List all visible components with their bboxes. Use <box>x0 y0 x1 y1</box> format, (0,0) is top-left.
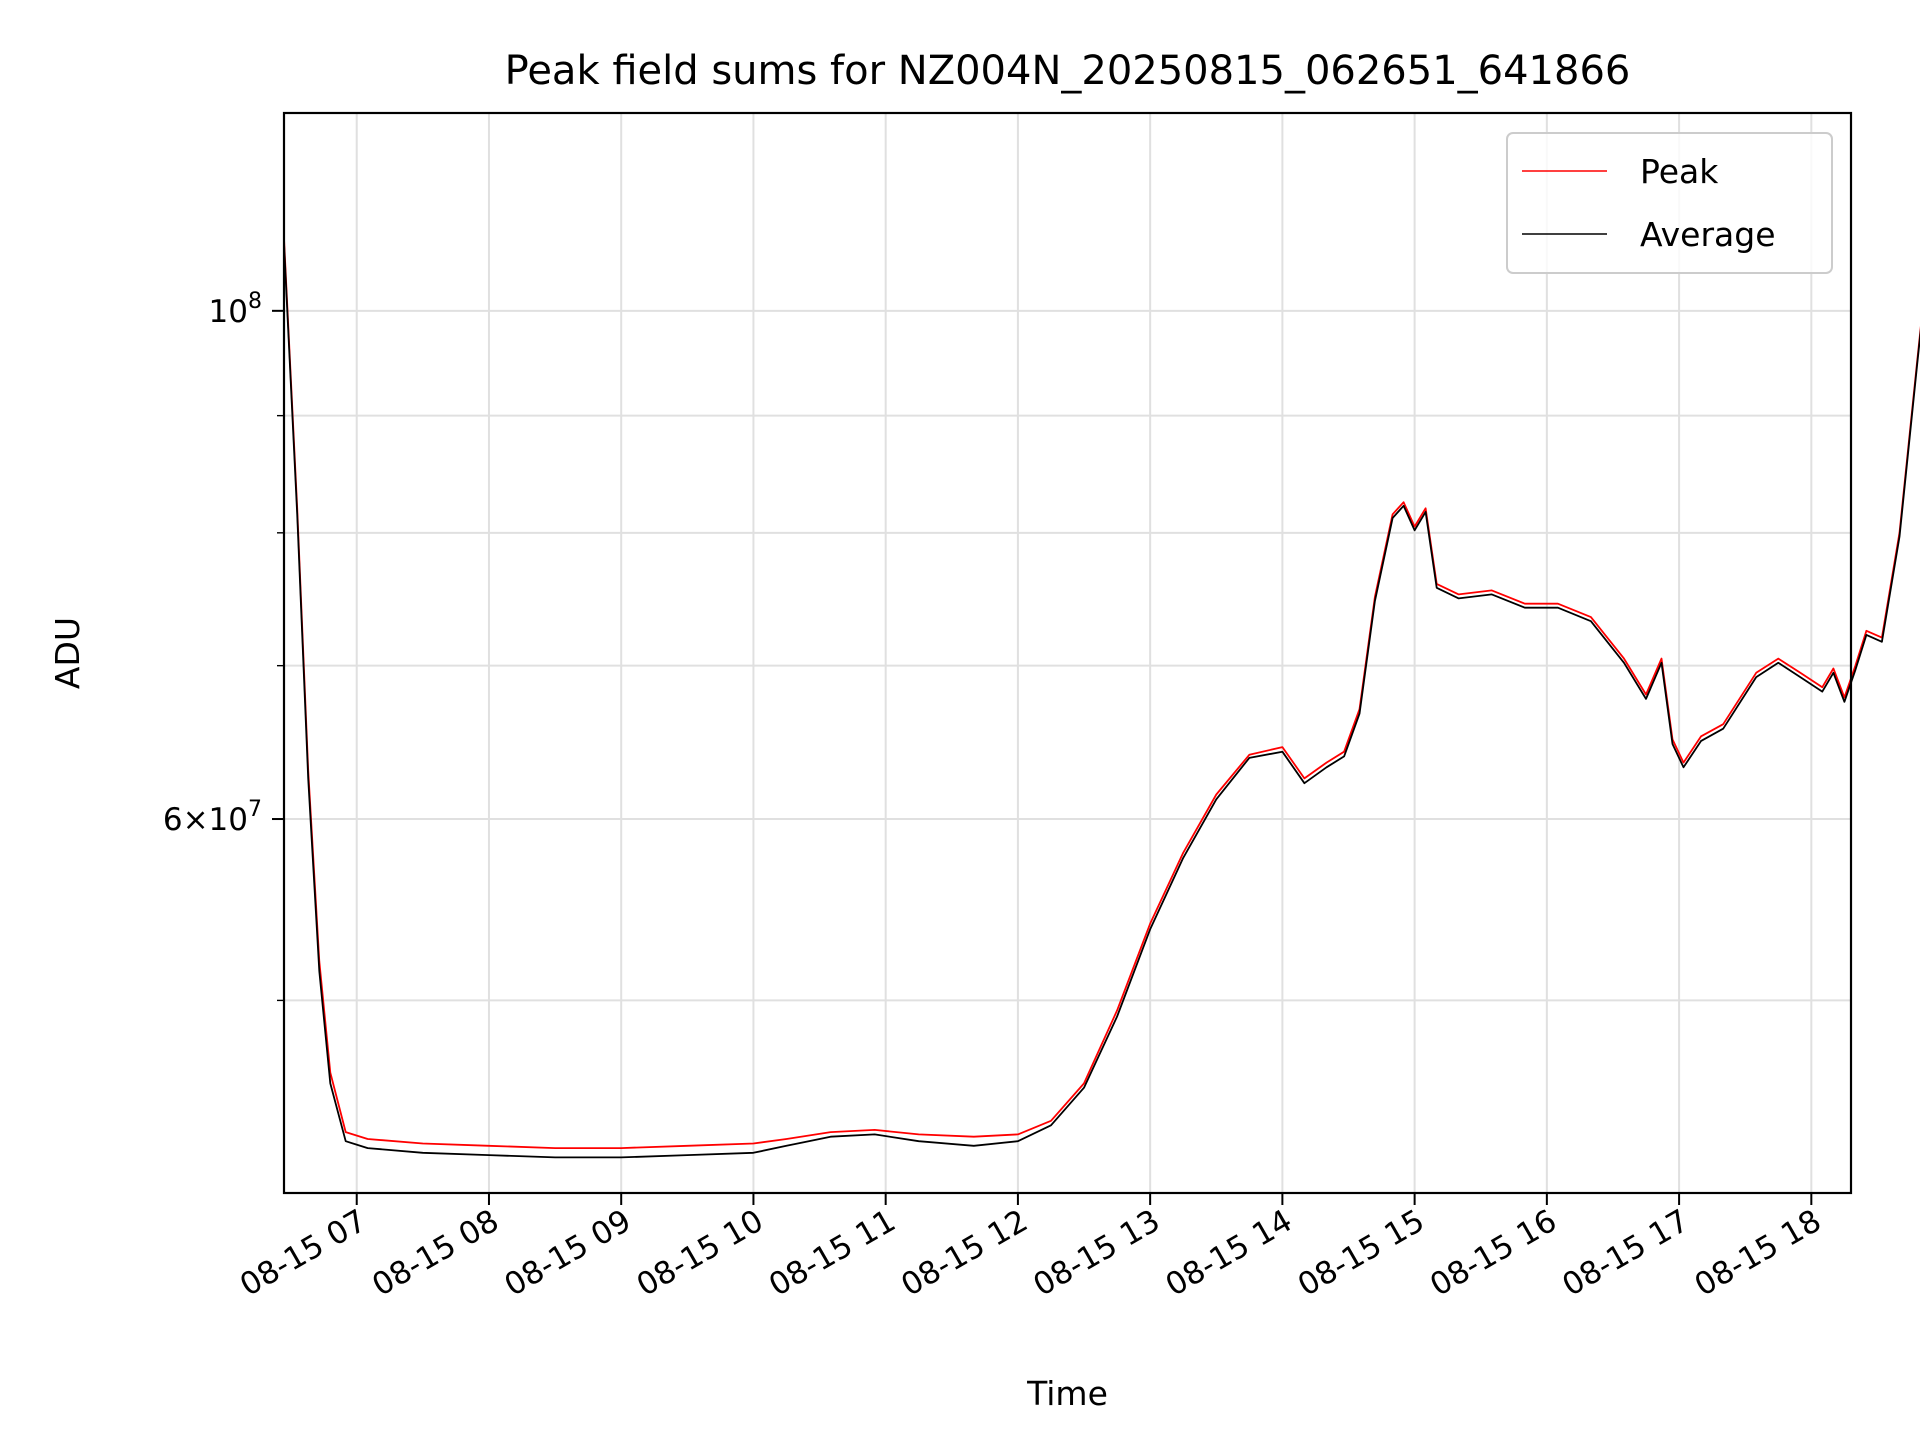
y-axis-label: ADU <box>48 617 87 689</box>
series-layer <box>283 238 1920 1159</box>
y-tick-labels: 108 6×107 <box>163 289 262 838</box>
ticks-layer <box>272 309 1813 1205</box>
legend-label-peak: Peak <box>1640 152 1719 191</box>
grid-layer <box>284 113 1851 1193</box>
series-line-average <box>283 243 1920 1159</box>
legend-label-average: Average <box>1640 215 1776 254</box>
y-tick-label: 108 <box>209 289 262 330</box>
y-tick-label: 6×107 <box>163 797 262 838</box>
legend-box <box>1506 132 1833 274</box>
x-axis-label: Time <box>1026 1374 1108 1413</box>
plot-frame <box>282 111 1853 1195</box>
chart-title: Peak field sums for NZ004N_20250815_0626… <box>505 48 1631 94</box>
legend: Peak Average <box>1506 132 1833 274</box>
